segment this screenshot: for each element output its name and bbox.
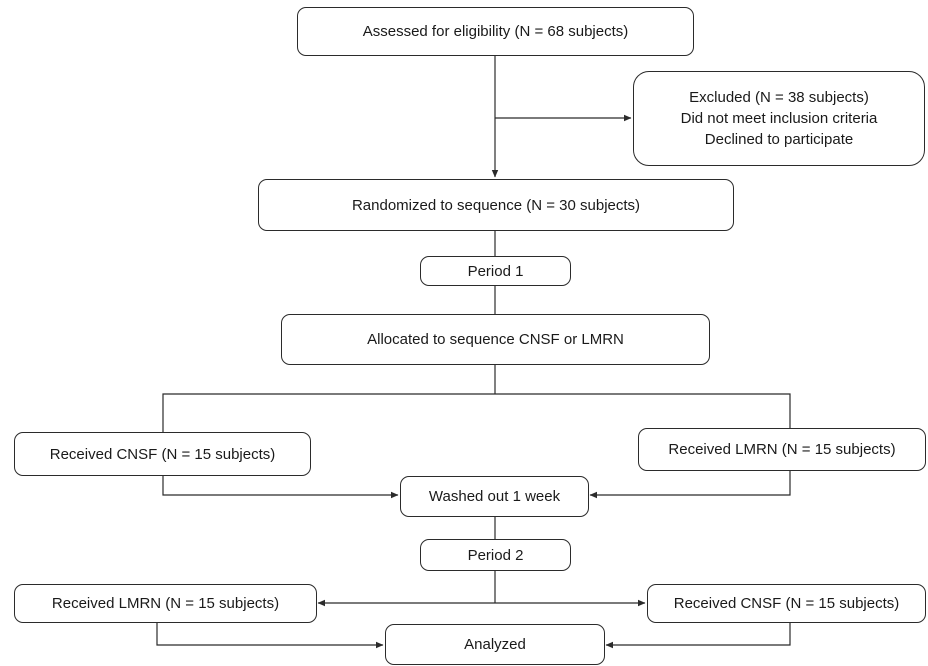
washout-box: Washed out 1 week [400,476,589,517]
excluded-reason-2: Declined to participate [704,131,854,148]
assessed-box: Assessed for eligibility (N = 68 subject… [297,7,694,56]
received-cnsf-period1-text: Received CNSF (N = 15 subjects) [49,445,276,463]
analyzed-text: Analyzed [464,636,526,653]
randomized-box: Randomized to sequence (N = 30 subjects) [258,179,734,231]
allocated-box: Allocated to sequence CNSF or LMRN [281,314,710,365]
allocated-text: Allocated to sequence CNSF or LMRN [367,331,624,348]
period1-box: Period 1 [420,256,571,286]
assessed-text: Assessed for eligibility (N = 68 subject… [362,23,629,40]
arrow-cnsf-p2-to-analyzed [605,622,791,649]
received-lmrn-period1-text: Received LMRN (N = 15 subjects) [668,441,896,458]
received-cnsf-period1-box: Received CNSF (N = 15 subjects) [14,432,311,476]
line-split-branch [162,393,791,432]
excluded-reason-1: Did not meet inclusion criteria [680,110,878,127]
period2-box: Period 2 [420,539,571,571]
received-cnsf-period2-box: Received CNSF (N = 15 subjects) [647,584,926,623]
randomized-text: Randomized to sequence (N = 30 subjects) [351,196,641,214]
received-lmrn-period2-text: Received LMRN (N = 15 subjects) [51,595,280,612]
arrow-lmrn-p2-to-analyzed [156,622,384,649]
washout-text: Washed out 1 week [428,488,561,505]
arrow-cnsf-p1-to-washout [162,475,399,499]
arrow-lmrn-p1-to-washout [589,470,791,499]
received-lmrn-period1-box: Received LMRN (N = 15 subjects) [638,428,926,471]
excluded-title: Excluded (N = 38 subjects) [689,89,869,106]
received-lmrn-period2-box: Received LMRN (N = 15 subjects) [14,584,317,623]
excluded-box: Excluded (N = 38 subjects) Did not meet … [633,71,925,166]
analyzed-box: Analyzed [385,624,605,665]
received-cnsf-period2-text: Received CNSF (N = 15 subjects) [673,595,900,612]
period1-text: Period 1 [467,262,524,280]
period2-text: Period 2 [467,546,524,564]
